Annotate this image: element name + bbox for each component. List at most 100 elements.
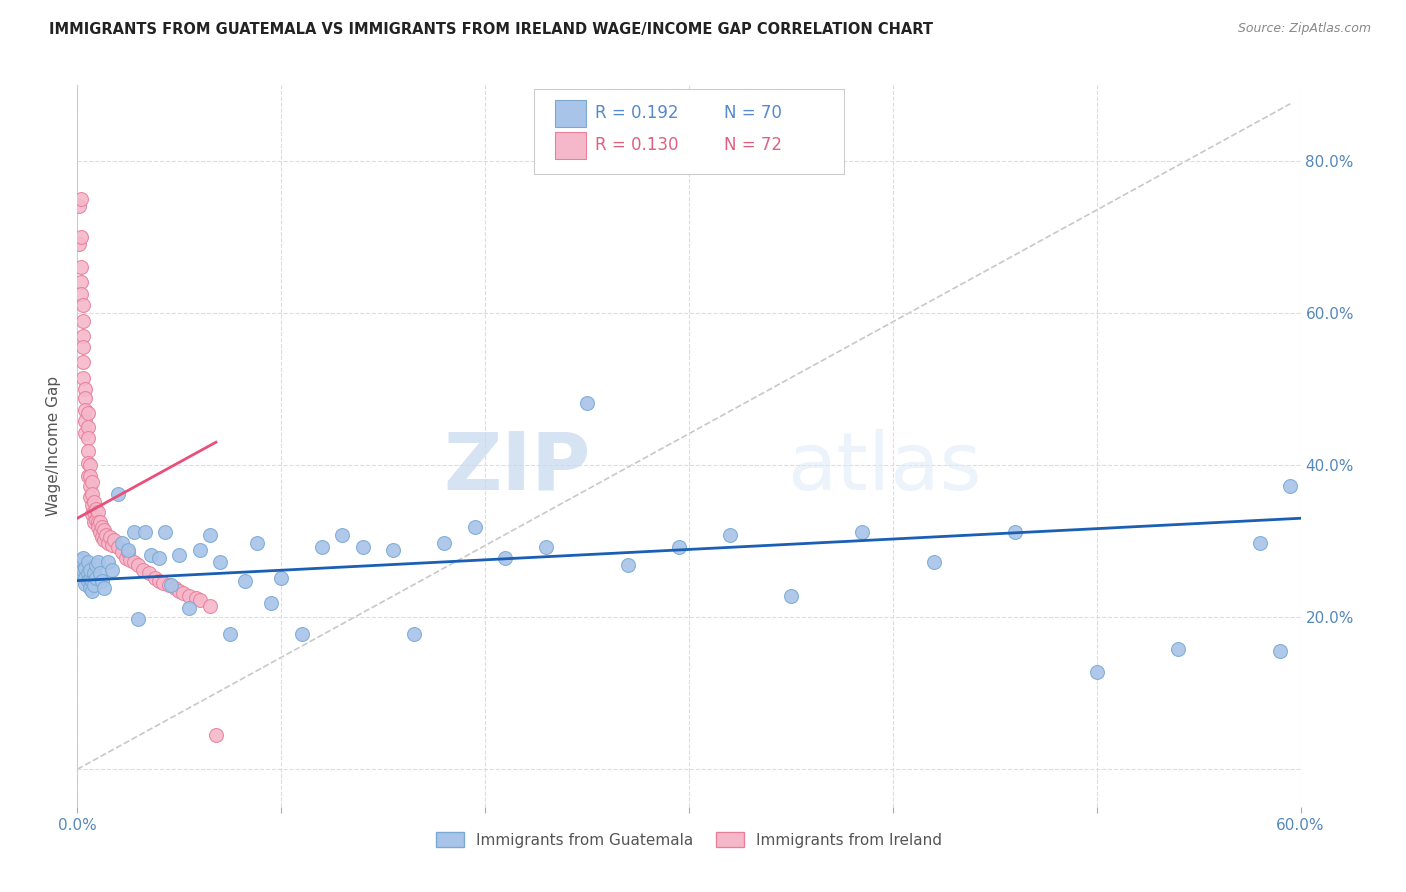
Point (76, 444, 98, 458)
Point (184, 591, 207, 606)
Point (131, 563, 153, 577)
Point (98, 530, 121, 544)
Point (922, 555, 945, 569)
Point (153, 524, 176, 539)
Point (160, 578, 183, 592)
Text: ZIP: ZIP (444, 429, 591, 507)
Point (76, 457, 98, 471)
Point (117, 545, 139, 559)
Point (76, 555, 98, 569)
Point (70, 192, 93, 206)
Point (157, 578, 180, 592)
Point (70, 286, 93, 301)
Point (208, 555, 231, 569)
Point (72, 298, 94, 312)
Point (75, 414, 97, 428)
Point (90, 574, 112, 588)
Point (1167, 642, 1189, 657)
Point (80, 508, 103, 522)
Point (101, 563, 124, 577)
Point (80, 475, 103, 489)
Point (718, 528, 741, 542)
Point (75, 426, 97, 441)
Point (72, 568, 94, 582)
Point (1279, 479, 1302, 493)
Point (120, 553, 142, 567)
Point (464, 520, 486, 534)
Point (76, 431, 98, 445)
Text: IMMIGRANTS FROM GUATEMALA VS IMMIGRANTS FROM IRELAND WAGE/INCOME GAP CORRELATION: IMMIGRANTS FROM GUATEMALA VS IMMIGRANTS … (49, 22, 934, 37)
Point (382, 543, 405, 558)
Point (198, 528, 221, 542)
Point (179, 601, 201, 615)
Point (80, 498, 103, 512)
Point (72, 550, 94, 565)
Point (172, 586, 194, 600)
Point (111, 535, 134, 549)
Point (311, 540, 333, 554)
Point (402, 627, 425, 641)
Point (851, 524, 873, 539)
Point (84, 513, 107, 527)
Point (87, 520, 110, 534)
Point (67, 565, 90, 579)
Point (127, 612, 149, 626)
Point (79, 479, 101, 493)
Point (101, 538, 124, 552)
Point (188, 593, 211, 607)
Text: N = 70: N = 70 (724, 104, 782, 122)
Point (80, 583, 103, 598)
Point (67, 199, 90, 213)
Point (72, 370, 94, 384)
Point (70, 230, 93, 244)
Point (83, 566, 105, 580)
Point (779, 589, 801, 603)
Point (76, 406, 98, 420)
Point (219, 627, 242, 641)
Point (87, 555, 110, 569)
Point (72, 355, 94, 369)
Point (93, 523, 115, 537)
Point (72, 313, 94, 327)
Point (89, 515, 111, 529)
Point (1085, 665, 1108, 679)
Point (495, 550, 517, 565)
Point (93, 533, 115, 547)
Point (148, 550, 170, 565)
Point (148, 574, 170, 588)
Point (124, 524, 146, 539)
Point (115, 550, 138, 565)
Point (79, 581, 101, 595)
Point (233, 574, 256, 588)
Point (89, 566, 111, 580)
Point (127, 558, 149, 573)
Point (76, 574, 98, 588)
Point (67, 237, 90, 252)
Y-axis label: Wage/Income Gap: Wage/Income Gap (46, 376, 62, 516)
Text: N = 72: N = 72 (724, 136, 782, 154)
Point (72, 563, 94, 577)
Point (70, 553, 93, 567)
Point (1249, 535, 1271, 549)
Point (75, 403, 97, 417)
Point (83, 494, 105, 508)
Point (246, 535, 269, 549)
Point (90, 520, 112, 534)
Point (76, 566, 98, 580)
Legend: Immigrants from Guatemala, Immigrants from Ireland: Immigrants from Guatemala, Immigrants fr… (430, 826, 948, 854)
Point (76, 420, 98, 434)
Point (332, 528, 354, 542)
Point (75, 560, 97, 574)
Point (143, 571, 166, 585)
Point (152, 575, 174, 590)
Point (70, 276, 93, 290)
Point (433, 535, 456, 549)
Point (79, 563, 101, 577)
Point (352, 540, 374, 554)
Text: atlas: atlas (787, 429, 981, 507)
Point (576, 395, 599, 409)
Point (117, 543, 139, 558)
Point (75, 382, 97, 396)
Text: R = 0.192: R = 0.192 (595, 104, 678, 122)
Point (75, 571, 97, 585)
